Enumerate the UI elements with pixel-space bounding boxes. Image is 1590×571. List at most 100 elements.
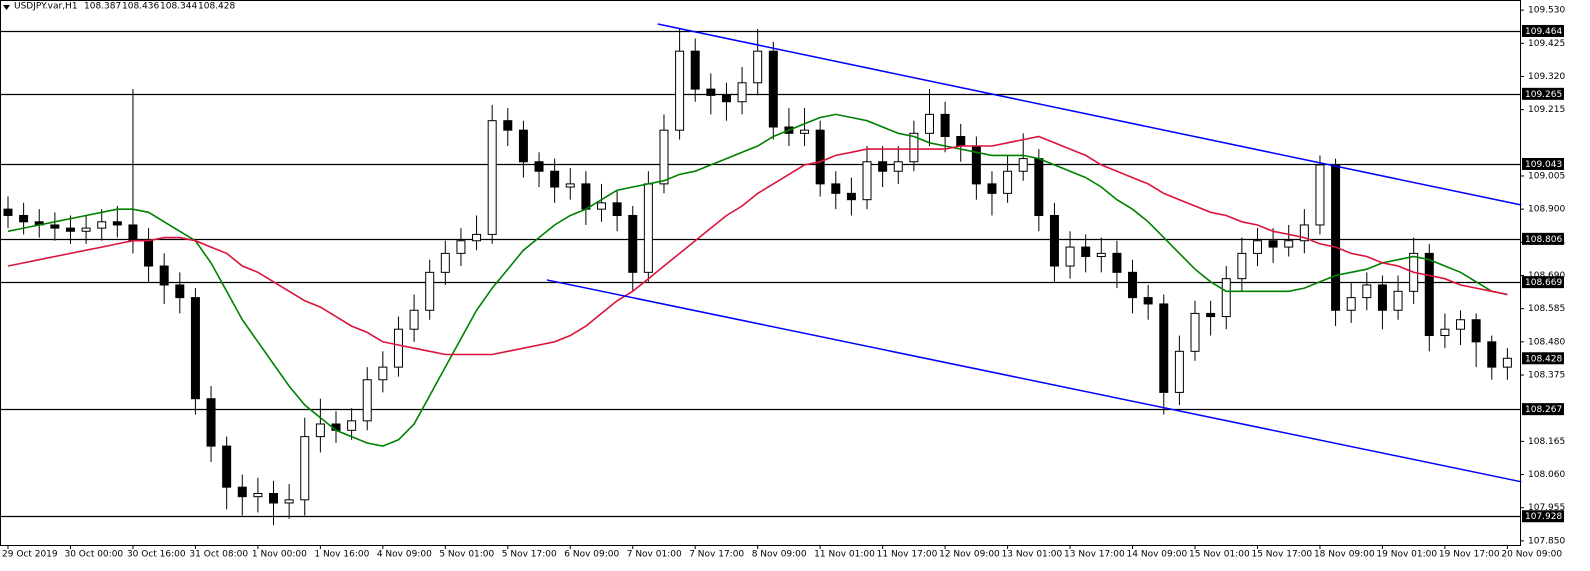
candle-body	[768, 50, 778, 128]
candle-body	[831, 183, 841, 194]
header-price: 108.428	[198, 2, 235, 12]
candle-body	[706, 88, 716, 96]
candle-body	[1284, 240, 1294, 248]
y-tick-label: 108.900	[1528, 205, 1565, 215]
header-price: 108.387	[84, 2, 121, 12]
candle-body	[1268, 240, 1278, 248]
candle-body	[487, 120, 497, 235]
level-label: 109.464	[1525, 27, 1562, 37]
candle-body	[1346, 297, 1356, 311]
y-tick-label: 108.165	[1528, 437, 1565, 447]
candle-body	[721, 94, 731, 103]
x-tick-label: 31 Oct 08:00	[189, 550, 248, 560]
y-tick-label: 109.215	[1528, 105, 1565, 115]
candle-body	[97, 221, 107, 229]
last-price-box	[1522, 352, 1564, 365]
candle-body	[1456, 319, 1466, 330]
candle-body	[237, 486, 247, 498]
candle-body	[862, 161, 872, 201]
x-tick-label: 11 Nov 17:00	[877, 550, 938, 560]
last-price-label: 108.428	[1525, 354, 1562, 364]
candle-body	[1018, 158, 1028, 172]
x-tick-label: 30 Oct 00:00	[64, 550, 123, 560]
candle-body	[1487, 341, 1497, 368]
candle-body	[659, 129, 669, 185]
candle-body	[1174, 350, 1184, 393]
candle-body	[1159, 303, 1169, 393]
candle-body	[1065, 246, 1075, 267]
x-tick-label: 13 Nov 17:00	[1064, 550, 1125, 560]
candle-body	[81, 227, 91, 232]
candle-body	[612, 202, 622, 216]
candle-body	[956, 135, 966, 147]
candle-body	[159, 265, 169, 286]
candle-body	[1237, 252, 1247, 280]
candle-body	[50, 224, 60, 229]
candle-body	[1393, 290, 1403, 311]
plot-frame	[0, 0, 1521, 546]
header-price: 108.344	[160, 2, 197, 12]
candle-body	[440, 252, 450, 273]
level-label: 107.928	[1525, 512, 1562, 522]
candle-body	[503, 120, 513, 131]
candle-body	[253, 493, 263, 498]
candle-body	[206, 398, 216, 447]
candle-body	[628, 214, 638, 273]
candle-body	[909, 132, 919, 163]
x-tick-label: 19 Nov 01:00	[1376, 550, 1437, 560]
x-tick-label: 7 Nov 01:00	[627, 550, 682, 560]
candle-body	[284, 499, 294, 504]
y-tick-label: 108.375	[1528, 371, 1565, 381]
candle-body	[753, 50, 763, 84]
candle-body	[690, 50, 700, 90]
x-tick-label: 1 Nov 16:00	[314, 550, 369, 560]
level-label-box	[1522, 403, 1564, 416]
candle-body	[300, 436, 310, 501]
x-tick-label: 4 Nov 09:00	[377, 550, 432, 560]
candle-body	[1081, 246, 1091, 258]
level-label-box	[1522, 157, 1564, 170]
candle-body	[19, 214, 29, 223]
y-tick-label: 107.850	[1528, 536, 1565, 546]
candle-body	[800, 129, 810, 134]
candle-body	[175, 284, 185, 299]
candle-body	[643, 183, 653, 273]
x-tick-label: 1 Nov 00:00	[252, 550, 307, 560]
candle-body	[1034, 158, 1044, 216]
trendline	[657, 23, 1522, 206]
candle-body	[456, 240, 466, 254]
y-tick-label: 109.320	[1528, 72, 1565, 82]
candle-body	[1440, 328, 1450, 337]
candle-body	[1221, 278, 1231, 318]
x-tick-label: 14 Nov 09:00	[1127, 550, 1188, 560]
candle-body	[675, 50, 685, 131]
x-tick-label: 5 Nov 01:00	[439, 550, 494, 560]
menu-arrow	[3, 5, 10, 10]
candle-body	[362, 379, 372, 422]
y-tick-label: 109.530	[1528, 6, 1565, 16]
candle-body	[1112, 252, 1122, 273]
x-tick-label: 20 Nov 09:00	[1501, 550, 1562, 560]
candle-body	[1190, 312, 1200, 352]
x-tick-label: 12 Nov 09:00	[939, 550, 1000, 560]
y-tick-label: 108.480	[1528, 337, 1565, 347]
x-tick-label: 5 Nov 17:00	[502, 550, 557, 560]
candle-body	[222, 445, 232, 488]
x-tick-label: 15 Nov 17:00	[1251, 550, 1312, 560]
trendline	[546, 279, 1522, 483]
candle-body	[1143, 297, 1153, 305]
candle-body	[534, 161, 544, 172]
level-label: 108.267	[1525, 405, 1562, 415]
y-tick-label: 108.060	[1528, 470, 1565, 480]
candle-body	[1128, 271, 1138, 299]
candle-body	[1377, 284, 1387, 311]
candle-body	[878, 161, 888, 172]
candle-body	[1252, 240, 1262, 254]
level-label: 108.669	[1525, 278, 1562, 288]
candle-body	[409, 309, 419, 330]
candle-body	[893, 161, 903, 172]
candle-body	[1331, 164, 1341, 311]
candle-body	[815, 129, 825, 185]
y-tick-label: 108.585	[1528, 304, 1565, 314]
